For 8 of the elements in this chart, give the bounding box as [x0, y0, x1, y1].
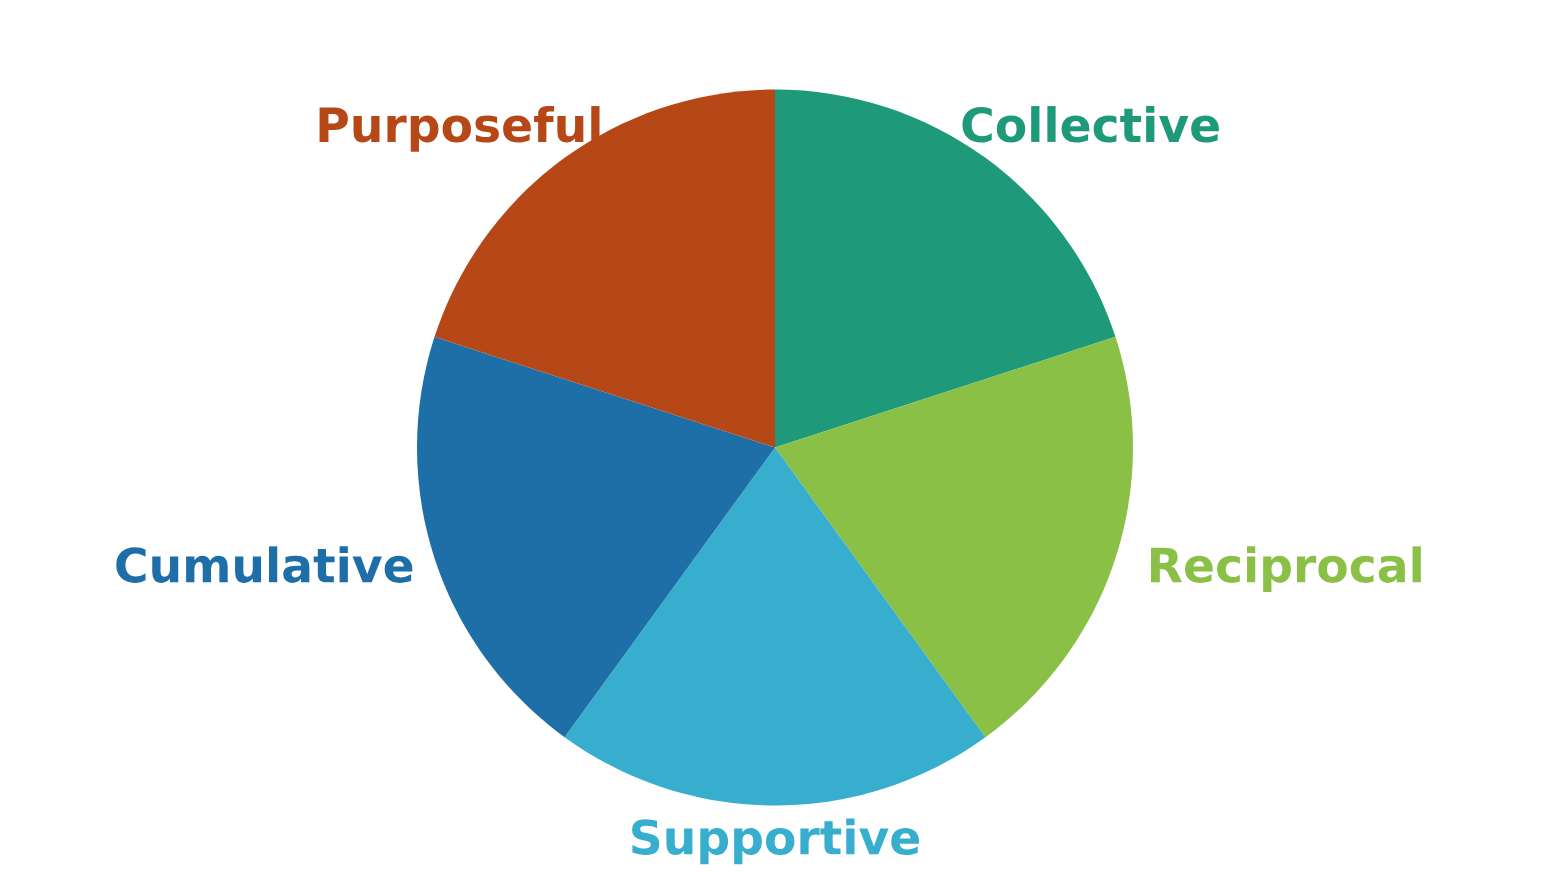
slice-label: Collective — [962, 106, 1219, 143]
pie-slice — [775, 336, 1133, 738]
slice-label: Cumulative — [116, 546, 413, 583]
slice-label: Supportive — [632, 818, 919, 865]
slice-label: Purposeful — [319, 106, 600, 152]
pie-slice — [417, 336, 775, 738]
slice-label: Reciprocal — [1150, 546, 1421, 593]
pie-slice — [564, 447, 986, 806]
